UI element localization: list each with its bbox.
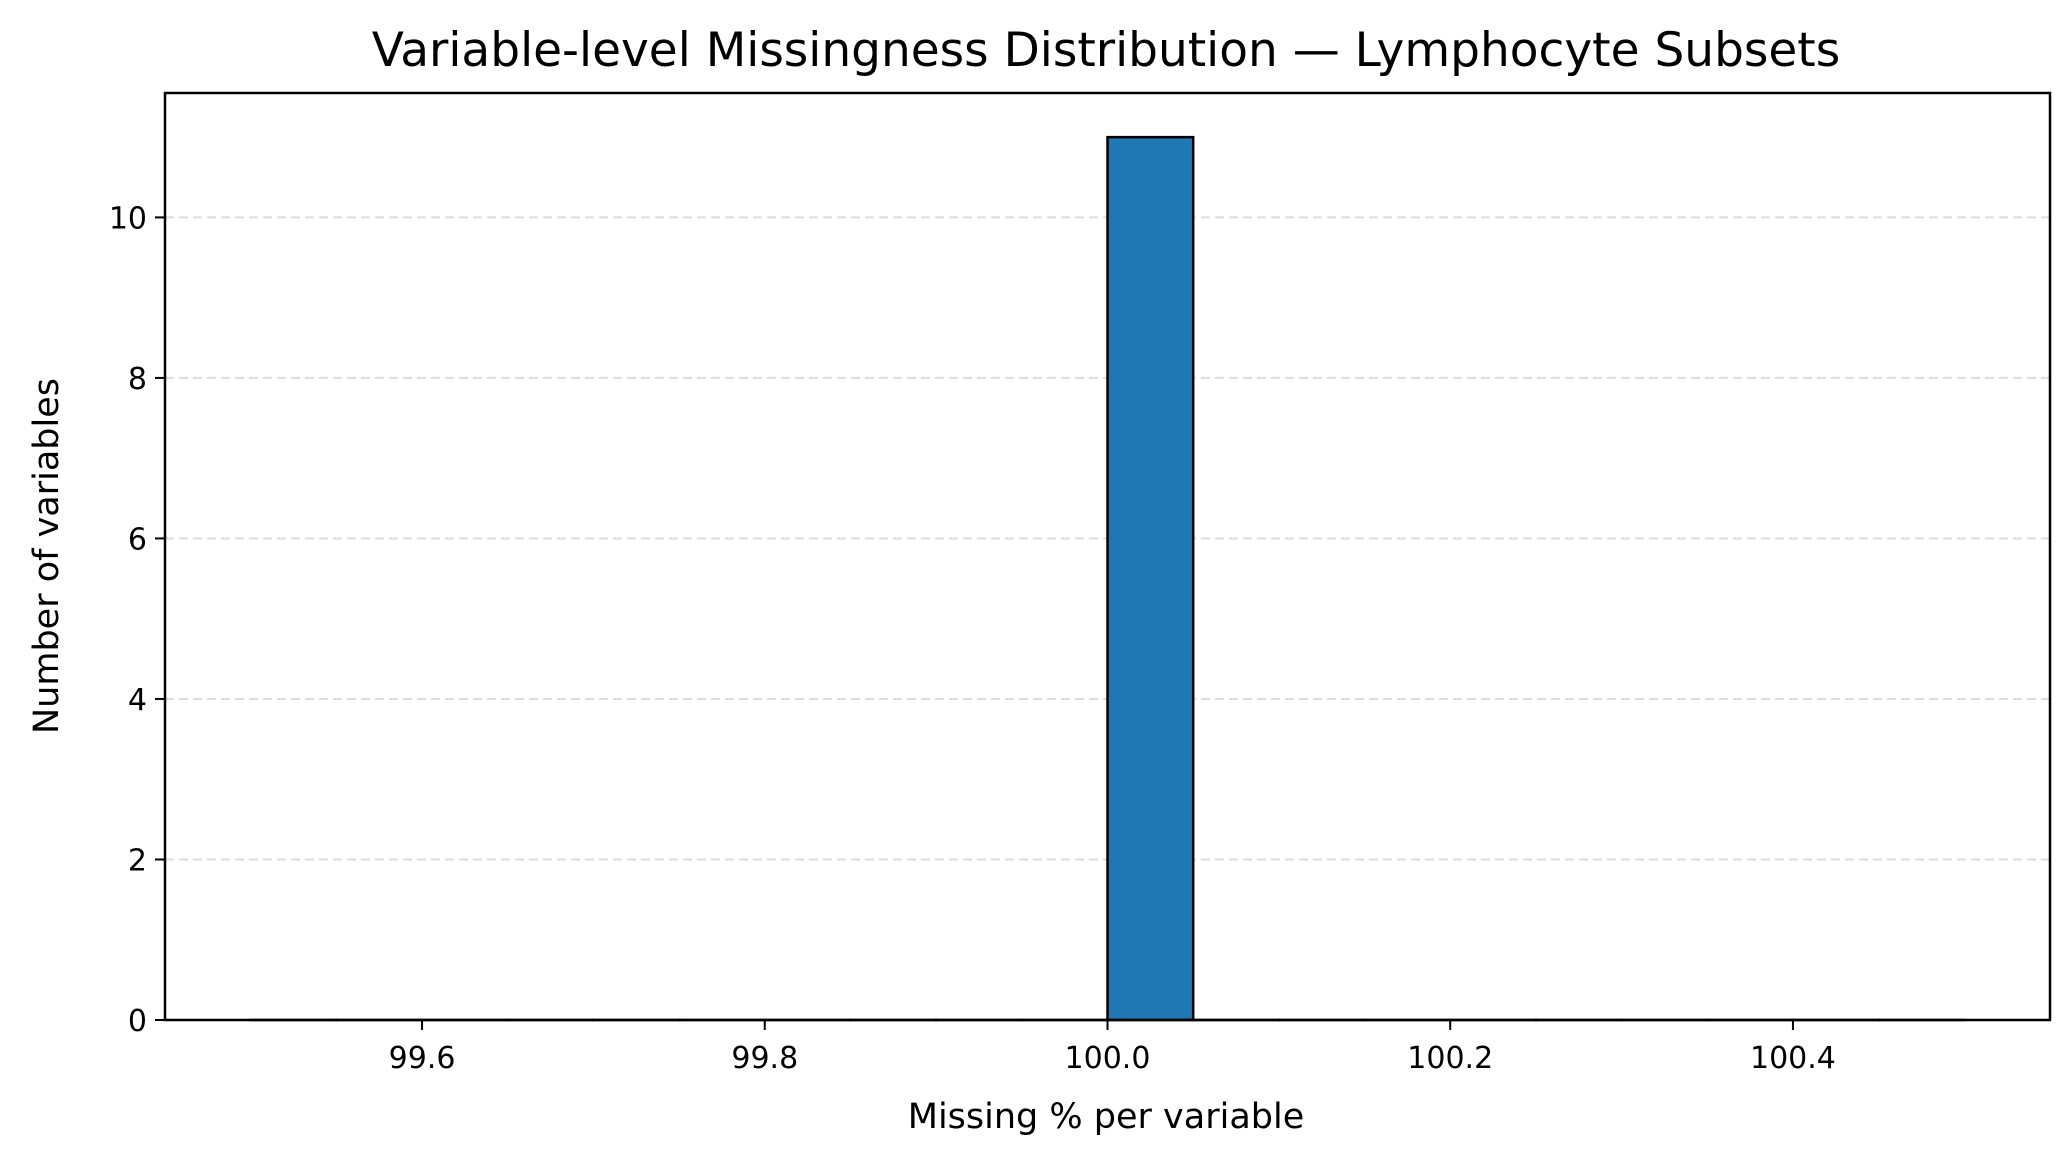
y-tick-label: 2 (128, 843, 147, 878)
x-axis-label: Missing % per variable (908, 1097, 1304, 1137)
x-tick-label: 99.8 (731, 1041, 798, 1076)
x-tick-label: 100.4 (1750, 1041, 1836, 1076)
y-tick-label: 6 (128, 522, 147, 557)
x-axis-ticks: 99.6 99.8 100.0 100.2 100.4 (389, 1020, 1836, 1076)
y-tick-label: 4 (128, 683, 147, 718)
chart-title: Variable-level Missingness Distribution … (372, 23, 1840, 78)
x-tick-label: 100.2 (1407, 1041, 1493, 1076)
histogram-bar (1106, 135, 1195, 1022)
y-tick-label: 10 (109, 201, 147, 236)
x-tick-label: 99.6 (389, 1041, 456, 1076)
x-tick-label: 100.0 (1065, 1041, 1151, 1076)
y-axis-label: Number of variables (27, 378, 67, 734)
y-tick-label: 0 (128, 1004, 147, 1039)
y-tick-label: 8 (128, 362, 147, 397)
y-axis-ticks: 0 2 4 6 8 10 (109, 201, 165, 1039)
